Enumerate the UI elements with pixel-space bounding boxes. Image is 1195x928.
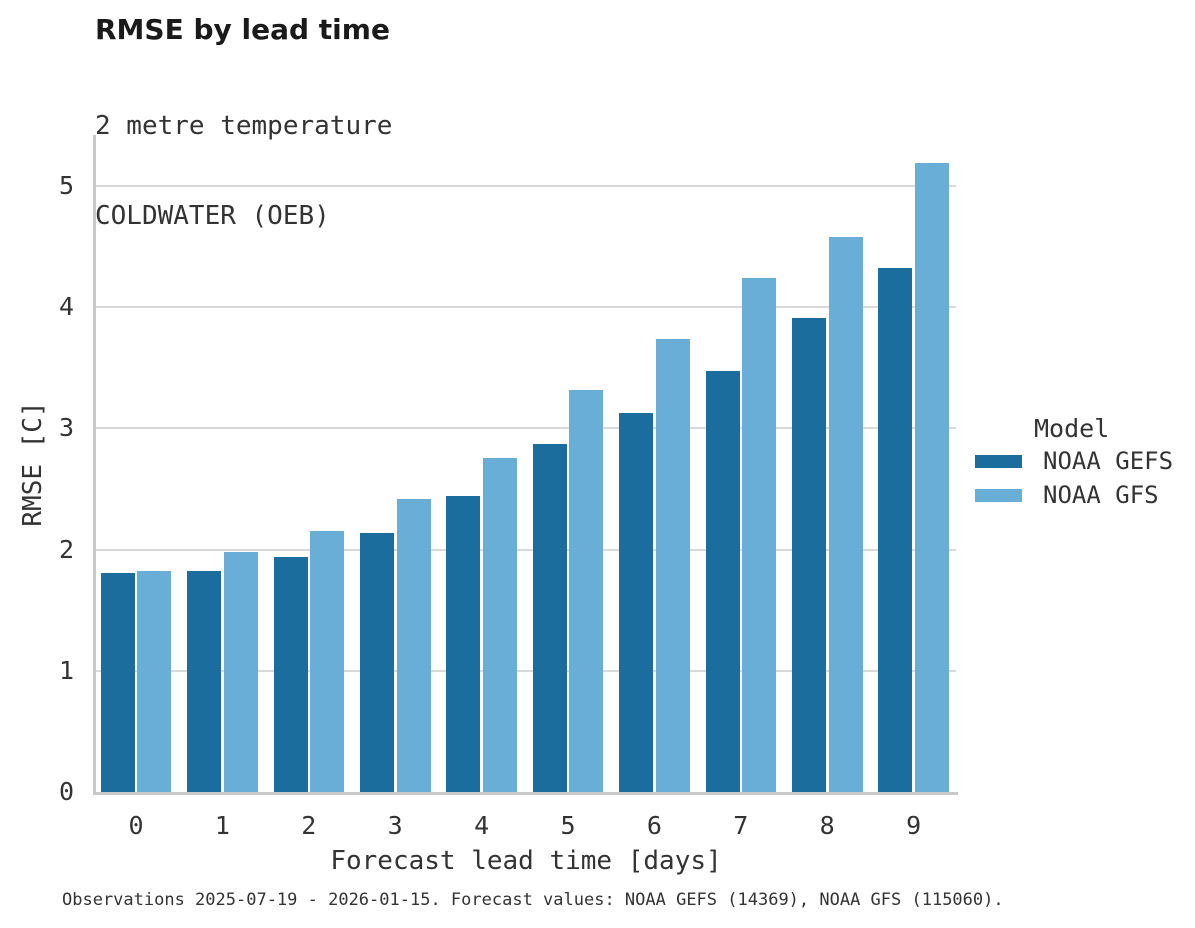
bar-noaa-gefs-lead-4 — [446, 496, 481, 792]
chart-subtitle-line-1: 2 metre temperature — [95, 111, 393, 141]
legend-label: NOAA GFS — [1043, 481, 1159, 509]
plot-area — [96, 135, 956, 792]
bar-noaa-gfs-lead-8 — [828, 236, 863, 792]
legend-swatch-icon — [975, 454, 1022, 468]
bar-noaa-gefs-lead-6 — [619, 412, 654, 792]
gridline-y-3 — [96, 427, 956, 430]
bar-noaa-gefs-lead-9 — [878, 268, 913, 792]
gridline-y-2 — [96, 548, 956, 551]
legend-title: Model — [1034, 414, 1110, 443]
y-tick-label-1: 1 — [58, 655, 74, 685]
bar-noaa-gefs-lead-0 — [100, 572, 135, 792]
bar-noaa-gfs-lead-5 — [569, 389, 604, 792]
legend-row-noaa-gefs: NOAA GEFS — [975, 444, 1185, 478]
x-tick-label-6: 6 — [646, 811, 662, 840]
chart-subtitle: 2 metre temperature COLDWATER (OEB) — [95, 51, 392, 291]
y-tick-label-0: 0 — [58, 777, 74, 806]
legend-label: NOAA GEFS — [1043, 447, 1174, 475]
bar-noaa-gfs-lead-0 — [137, 571, 172, 792]
x-axis-title: Forecast lead time [days] — [330, 846, 722, 876]
bar-noaa-gefs-lead-2 — [273, 556, 308, 792]
x-tick-label-5: 5 — [560, 811, 576, 840]
legend: Model NOAA GEFS NOAA GFS — [975, 413, 1185, 512]
y-axis-title-text: RMSE [C] — [18, 401, 48, 527]
legend-swatch-icon — [975, 488, 1022, 502]
y-axis-line — [93, 135, 96, 795]
x-tick-label-4: 4 — [474, 811, 490, 840]
bar-noaa-gfs-lead-1 — [223, 552, 258, 792]
legend-row-noaa-gfs: NOAA GFS — [975, 478, 1185, 512]
bar-noaa-gefs-lead-1 — [187, 571, 222, 792]
bar-noaa-gfs-lead-6 — [655, 338, 690, 792]
y-tick-label-2: 2 — [58, 534, 74, 564]
bar-noaa-gfs-lead-3 — [396, 498, 431, 792]
gridline-y-5 — [96, 185, 956, 187]
chart-subtitle-line-2: COLDWATER (OEB) — [95, 201, 330, 231]
x-tick-label-9: 9 — [906, 811, 922, 840]
x-tick-label-3: 3 — [387, 811, 403, 840]
gridline-y-4 — [96, 306, 956, 309]
bar-noaa-gfs-lead-4 — [482, 457, 517, 792]
x-tick-label-0: 0 — [128, 811, 144, 840]
gridline-y-1 — [96, 669, 956, 672]
bar-noaa-gfs-lead-7 — [742, 278, 777, 792]
bar-noaa-gfs-lead-9 — [914, 162, 949, 792]
legend-items: NOAA GEFS NOAA GFS — [975, 444, 1185, 512]
y-tick-label-4: 4 — [58, 292, 74, 322]
x-tick-label-7: 7 — [733, 811, 749, 840]
x-tick-label-8: 8 — [819, 811, 835, 840]
bar-noaa-gfs-lead-2 — [310, 531, 345, 792]
chart-caption: Observations 2025-07-19 - 2026-01-15. Fo… — [62, 890, 1004, 910]
chart-title: RMSE by lead time — [95, 13, 390, 46]
bar-noaa-gefs-lead-8 — [791, 318, 826, 792]
y-tick-label-5: 5 — [58, 171, 74, 200]
x-axis-line — [93, 792, 958, 795]
x-tick-label-1: 1 — [214, 811, 230, 840]
bar-noaa-gefs-lead-7 — [705, 371, 740, 792]
bar-noaa-gefs-lead-3 — [359, 532, 394, 792]
y-tick-label-3: 3 — [58, 413, 74, 443]
x-tick-label-2: 2 — [301, 811, 317, 840]
bar-noaa-gefs-lead-5 — [532, 444, 567, 792]
